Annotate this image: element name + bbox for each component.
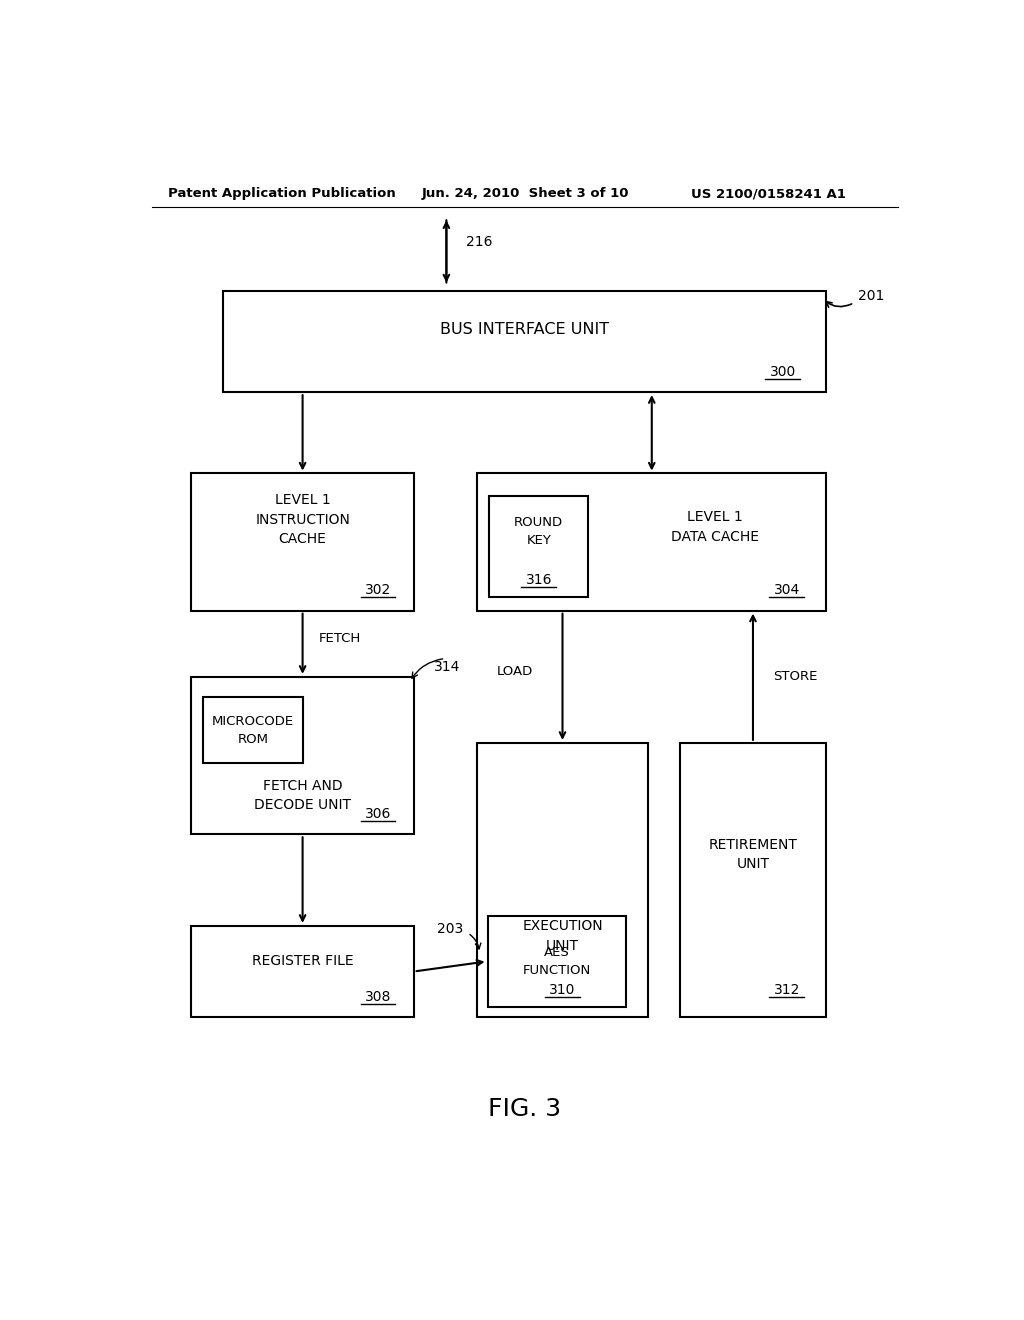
Text: FIG. 3: FIG. 3 <box>488 1097 561 1121</box>
Text: US 2100/0158241 A1: US 2100/0158241 A1 <box>691 187 846 201</box>
Text: 314: 314 <box>433 660 460 673</box>
Text: 302: 302 <box>365 583 391 598</box>
FancyBboxPatch shape <box>191 474 414 611</box>
Text: 310: 310 <box>549 983 575 997</box>
FancyBboxPatch shape <box>191 677 414 834</box>
Text: 304: 304 <box>773 583 800 598</box>
FancyBboxPatch shape <box>477 474 826 611</box>
Text: MICROCODE
ROM: MICROCODE ROM <box>212 714 294 746</box>
Text: FETCH: FETCH <box>318 632 360 645</box>
Text: Patent Application Publication: Patent Application Publication <box>168 187 395 201</box>
Text: LEVEL 1
INSTRUCTION
CACHE: LEVEL 1 INSTRUCTION CACHE <box>255 494 350 546</box>
Text: 201: 201 <box>858 289 885 302</box>
Text: EXECUTION
UNIT: EXECUTION UNIT <box>522 919 603 953</box>
Text: 308: 308 <box>365 990 391 1005</box>
FancyBboxPatch shape <box>489 496 588 598</box>
FancyBboxPatch shape <box>680 743 826 1018</box>
Text: STORE: STORE <box>773 671 817 684</box>
FancyBboxPatch shape <box>487 916 627 1007</box>
Text: 316: 316 <box>525 573 552 587</box>
Text: LOAD: LOAD <box>497 665 534 678</box>
Text: REGISTER FILE: REGISTER FILE <box>252 954 353 969</box>
Text: FETCH AND
DECODE UNIT: FETCH AND DECODE UNIT <box>254 779 351 812</box>
FancyBboxPatch shape <box>477 743 648 1018</box>
FancyBboxPatch shape <box>191 925 414 1018</box>
Text: ROUND
KEY: ROUND KEY <box>514 516 563 546</box>
Text: LEVEL 1
DATA CACHE: LEVEL 1 DATA CACHE <box>671 510 759 544</box>
FancyBboxPatch shape <box>204 697 303 763</box>
Text: 312: 312 <box>773 983 800 997</box>
Text: 306: 306 <box>365 807 391 821</box>
Text: RETIREMENT
UNIT: RETIREMENT UNIT <box>709 838 798 871</box>
FancyBboxPatch shape <box>223 290 826 392</box>
Text: Jun. 24, 2010  Sheet 3 of 10: Jun. 24, 2010 Sheet 3 of 10 <box>422 187 629 201</box>
Text: 300: 300 <box>770 364 796 379</box>
Text: BUS INTERFACE UNIT: BUS INTERFACE UNIT <box>440 322 609 337</box>
Text: 216: 216 <box>466 235 493 248</box>
Text: 203: 203 <box>437 921 464 936</box>
Text: AES
FUNCTION: AES FUNCTION <box>523 946 591 977</box>
